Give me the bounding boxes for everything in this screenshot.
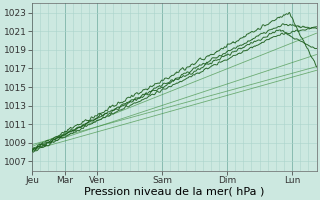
X-axis label: Pression niveau de la mer( hPa ): Pression niveau de la mer( hPa ) <box>84 187 264 197</box>
